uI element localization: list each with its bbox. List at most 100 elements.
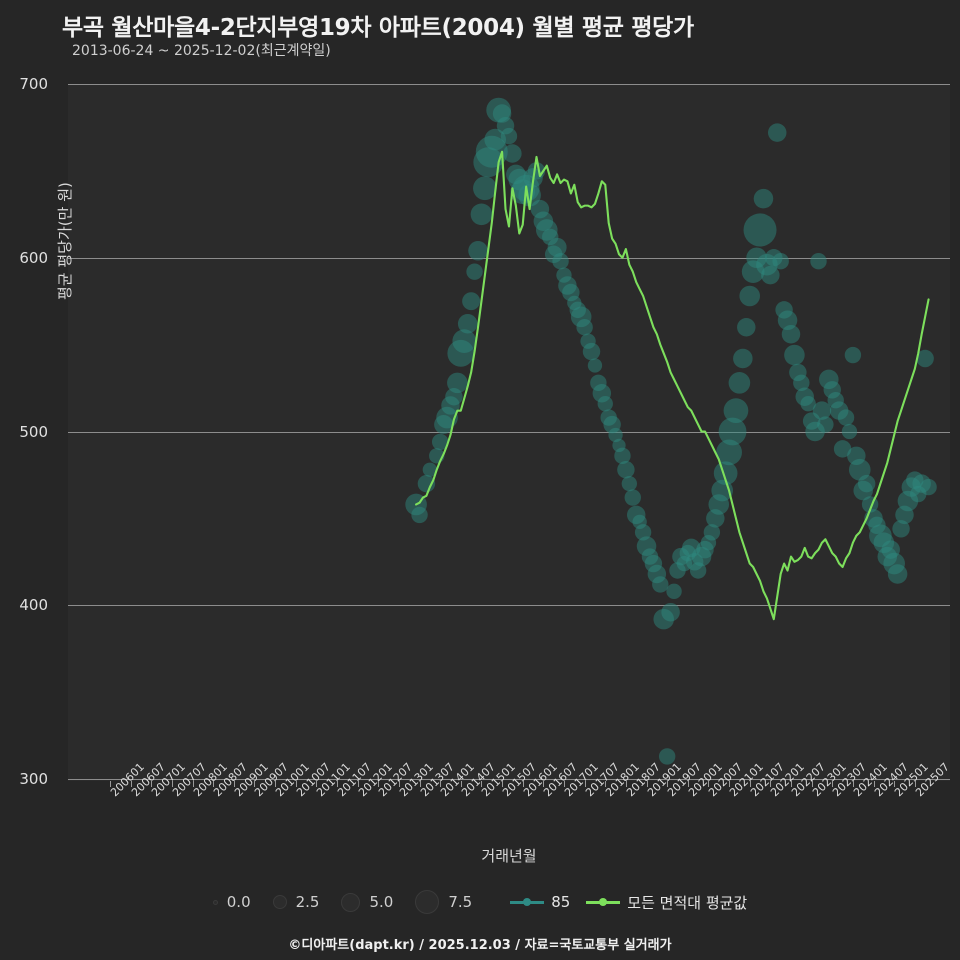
data-bubble xyxy=(647,564,667,584)
data-bubble xyxy=(708,494,730,515)
data-bubble xyxy=(753,188,774,209)
x-axis-tick-mark xyxy=(543,781,545,787)
x-axis-tick-mark xyxy=(687,781,689,787)
data-bubble xyxy=(634,524,652,541)
legend-size-item: 5.0 xyxy=(341,892,394,912)
data-bubble xyxy=(652,576,669,593)
data-bubble xyxy=(706,509,725,528)
data-bubble xyxy=(569,301,586,319)
data-bubble xyxy=(447,372,468,394)
x-axis-tick-mark xyxy=(646,781,648,787)
data-bubble xyxy=(626,505,646,525)
gridline xyxy=(68,779,950,780)
data-bubble xyxy=(542,228,559,246)
data-bubble xyxy=(887,564,908,584)
x-axis-tick-mark xyxy=(295,781,297,787)
chart-subtitle: 2013-06-24 ~ 2025-12-02(최근계약일) xyxy=(72,43,331,59)
data-bubble xyxy=(741,260,765,283)
data-bubble xyxy=(624,489,641,506)
x-axis-tick-mark xyxy=(110,781,111,787)
data-bubble xyxy=(746,247,767,269)
chart-canvas xyxy=(405,97,937,765)
data-bubble xyxy=(484,128,507,151)
data-bubble xyxy=(676,555,693,572)
data-bubble xyxy=(661,602,680,622)
data-bubble xyxy=(597,396,613,412)
x-axis-tick-mark xyxy=(275,781,277,787)
data-bubble xyxy=(422,462,438,477)
data-bubble xyxy=(608,427,623,443)
x-axis-tick-mark xyxy=(522,781,524,787)
data-bubble xyxy=(895,505,914,525)
data-bubble xyxy=(473,176,497,201)
x-axis-tick-mark xyxy=(914,781,916,787)
legend-bubble-icon xyxy=(212,899,218,905)
x-axis-tick-mark xyxy=(811,781,813,787)
data-bubble xyxy=(492,104,512,123)
x-axis-tick-mark xyxy=(233,781,235,787)
data-bubble xyxy=(592,384,612,403)
data-bubble xyxy=(411,506,428,524)
data-bubble xyxy=(535,219,558,241)
data-bubble xyxy=(781,324,801,344)
data-bubble xyxy=(739,285,760,307)
data-bubble xyxy=(672,547,690,566)
plot-area: 300 400 500 600 700 평균 평당가(만 원) 200601 200607… xyxy=(19,75,951,799)
x-axis-tick-mark xyxy=(398,781,400,787)
data-bubble xyxy=(920,478,937,496)
data-bubble xyxy=(743,213,777,247)
data-bubble xyxy=(658,748,676,765)
data-bubble xyxy=(703,524,721,541)
data-bubble xyxy=(916,349,934,368)
legend-size-label: 7.5 xyxy=(448,893,473,911)
data-bubble xyxy=(877,546,898,567)
legend-size-label: 5.0 xyxy=(369,893,394,911)
data-bubble xyxy=(761,265,780,285)
data-bubble xyxy=(737,318,756,337)
x-axis-tick-mark xyxy=(502,781,504,787)
gridline xyxy=(68,605,950,607)
legend-series-item[interactable]: 모든 면적대 평균값 xyxy=(586,892,747,913)
data-bubble xyxy=(466,263,483,280)
legend-series-item[interactable]: 85 xyxy=(510,893,570,911)
data-bubble xyxy=(669,562,686,579)
gridline xyxy=(68,84,950,85)
data-bubble xyxy=(901,477,922,497)
data-bubble xyxy=(910,485,927,503)
data-bubble xyxy=(544,245,563,263)
data-bubble xyxy=(689,562,707,579)
legend-line-icon xyxy=(586,895,621,909)
y-axis-tick-label: 500 xyxy=(19,422,48,441)
data-bubble xyxy=(837,409,855,426)
data-bubble xyxy=(696,540,714,559)
x-axis-tick-mark xyxy=(192,781,194,787)
data-bubble xyxy=(810,253,827,270)
data-bubble xyxy=(447,339,475,367)
data-bubble xyxy=(827,392,844,409)
data-bubble xyxy=(653,608,675,630)
data-bubble xyxy=(841,423,858,440)
data-bubble xyxy=(883,552,905,575)
x-axis-tick-mark xyxy=(625,781,627,787)
footer-credit: ©디아파트(dapt.kr) / 2025.12.03 / 자료=국토교통부 실… xyxy=(288,938,672,953)
data-bubble xyxy=(906,471,924,489)
data-bubble xyxy=(897,490,919,512)
data-bubble xyxy=(617,461,635,479)
bubble-series-85 xyxy=(405,97,937,765)
data-bubble xyxy=(848,458,871,481)
data-bubble xyxy=(470,203,493,226)
page-title: 부곡 월산마을4-2단지부영19차 아파트(2004) 월별 평균 평당가 xyxy=(62,15,694,41)
x-axis-title: 거래년월 xyxy=(481,847,537,865)
x-axis-tick-mark xyxy=(171,781,173,787)
data-bubble xyxy=(666,583,682,600)
legend-series-label: 85 xyxy=(551,893,571,911)
legend-size-label: 0.0 xyxy=(226,893,251,911)
x-axis-tick-mark xyxy=(832,781,834,787)
y-axis-tick-label: 700 xyxy=(19,75,48,93)
data-bubble xyxy=(912,474,931,493)
data-bubble xyxy=(691,546,712,567)
data-bubble xyxy=(784,344,805,366)
data-bubble xyxy=(765,249,783,267)
y-axis-tick-label: 300 xyxy=(19,770,48,788)
